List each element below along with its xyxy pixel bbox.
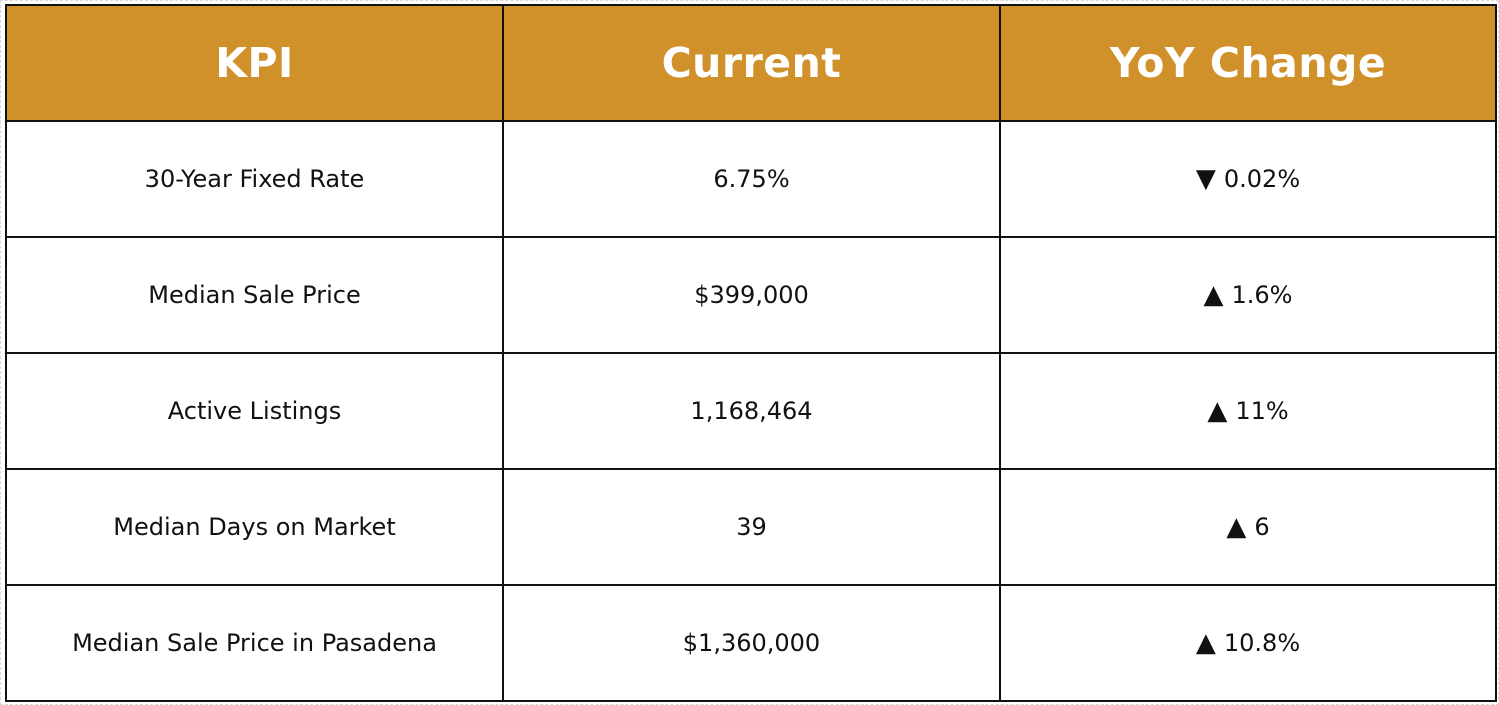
header-yoy-change: YoY Change bbox=[999, 4, 1497, 122]
kpi-cell: Median Days on Market bbox=[5, 468, 504, 586]
header-current: Current bbox=[502, 4, 1001, 122]
current-cell: 6.75% bbox=[502, 120, 1001, 238]
kpi-cell: Median Sale Price in Pasadena bbox=[5, 584, 504, 702]
header-kpi: KPI bbox=[5, 4, 504, 122]
kpi-table: KPI Current YoY Change 30-Year Fixed Rat… bbox=[5, 4, 1497, 702]
change-value: 1.6% bbox=[1231, 281, 1293, 309]
change-value: 6 bbox=[1254, 513, 1270, 541]
change-cell: ▲ 1.6% bbox=[999, 236, 1497, 354]
kpi-cell: Active Listings bbox=[5, 352, 504, 470]
change-cell: ▲ 11% bbox=[999, 352, 1497, 470]
table-row: Median Sale Price $399,000 ▲ 1.6% bbox=[5, 236, 1497, 354]
current-cell: $399,000 bbox=[502, 236, 1001, 354]
change-value: 11% bbox=[1235, 397, 1289, 425]
change-cell: ▲ 10.8% bbox=[999, 584, 1497, 702]
up-triangle-icon: ▲ bbox=[1226, 512, 1247, 542]
current-cell: 39 bbox=[502, 468, 1001, 586]
up-triangle-icon: ▲ bbox=[1195, 628, 1216, 658]
kpi-cell: Median Sale Price bbox=[5, 236, 504, 354]
current-cell: $1,360,000 bbox=[502, 584, 1001, 702]
table-row: Active Listings 1,168,464 ▲ 11% bbox=[5, 352, 1497, 470]
table-row: 30-Year Fixed Rate 6.75% ▼ 0.02% bbox=[5, 120, 1497, 238]
change-cell: ▼ 0.02% bbox=[999, 120, 1497, 238]
up-triangle-icon: ▲ bbox=[1207, 396, 1228, 426]
table-row: Median Days on Market 39 ▲ 6 bbox=[5, 468, 1497, 586]
table-row: Median Sale Price in Pasadena $1,360,000… bbox=[5, 584, 1497, 702]
down-triangle-icon: ▼ bbox=[1195, 164, 1216, 194]
up-triangle-icon: ▲ bbox=[1203, 280, 1224, 310]
change-value: 0.02% bbox=[1223, 165, 1301, 193]
change-value: 10.8% bbox=[1223, 629, 1301, 657]
kpi-cell: 30-Year Fixed Rate bbox=[5, 120, 504, 238]
change-cell: ▲ 6 bbox=[999, 468, 1497, 586]
header-row: KPI Current YoY Change bbox=[5, 4, 1497, 122]
current-cell: 1,168,464 bbox=[502, 352, 1001, 470]
